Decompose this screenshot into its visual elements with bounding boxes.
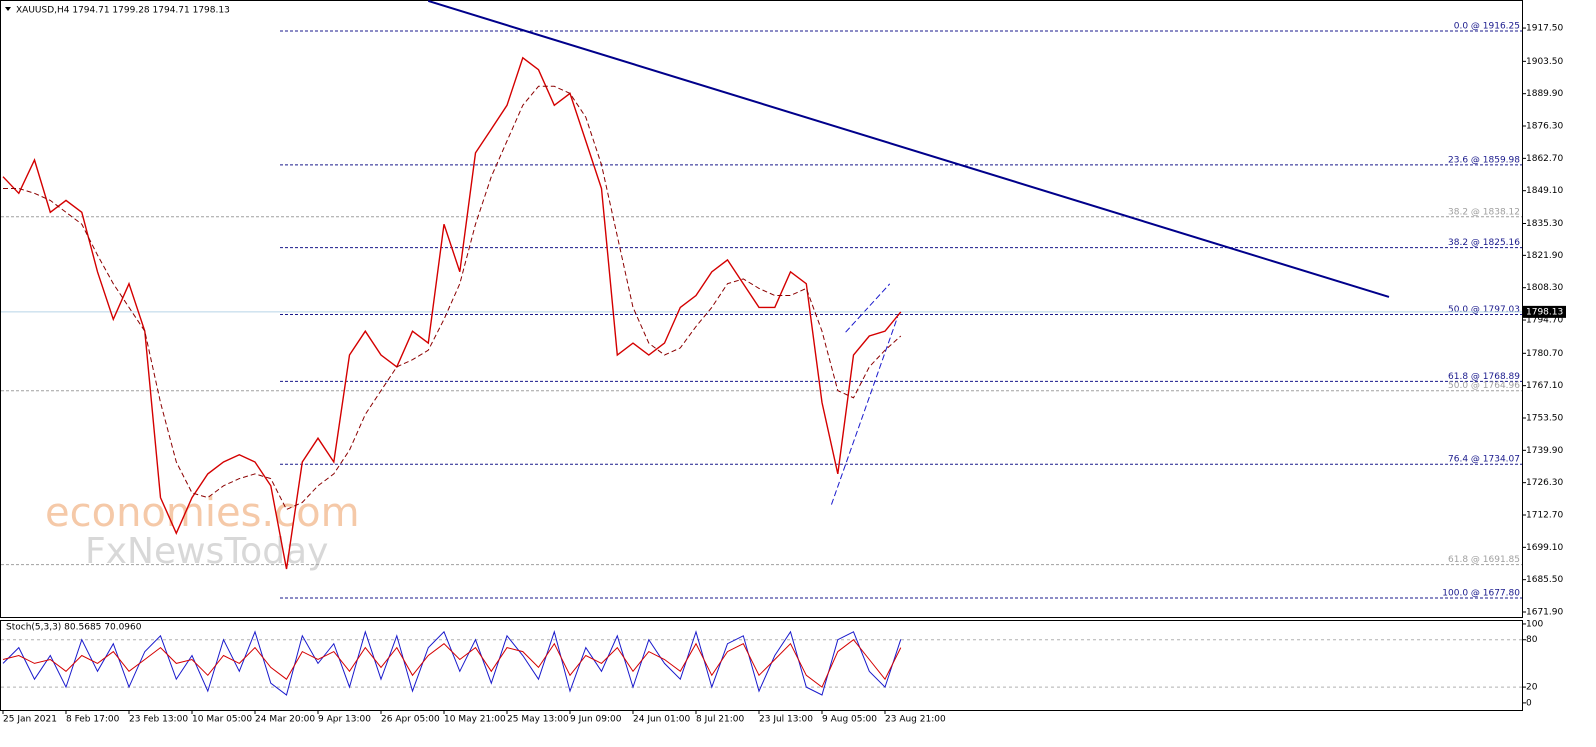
y-tick-label: 1685.50 xyxy=(1526,575,1563,585)
chart-title: XAUUSD,H4 1794.71 1799.28 1794.71 1798.1… xyxy=(16,6,230,16)
stoch-frame xyxy=(0,620,1523,711)
symbol-arrow xyxy=(5,7,11,11)
series-line xyxy=(2,630,902,696)
fib-label: 38.2 @ 1825.16 xyxy=(1448,238,1520,248)
y-tick-label: 1794.70 xyxy=(1526,316,1563,326)
x-tick-label: 9 Apr 13:00 xyxy=(318,715,371,725)
fib-label: 23.6 @ 1859.98 xyxy=(1448,155,1520,165)
current-price-box xyxy=(1522,305,1566,318)
watermark: economies.com xyxy=(45,490,360,536)
series-line xyxy=(2,56,902,570)
x-tick-label: 24 Jun 01:00 xyxy=(633,715,690,725)
y-tick-label: 1767.10 xyxy=(1526,381,1563,391)
x-tick-label: 25 May 13:00 xyxy=(507,715,569,725)
trendline xyxy=(845,283,891,333)
y-tick-label: 1739.90 xyxy=(1526,446,1563,456)
x-tick-label: 8 Jul 21:00 xyxy=(696,715,745,725)
y-tick-label: 1726.30 xyxy=(1526,478,1563,488)
y-tick-label: 1889.90 xyxy=(1526,89,1563,99)
fib-label: 61.8 @ 1768.89 xyxy=(1448,372,1520,382)
y-tick-label: 1699.10 xyxy=(1526,543,1563,553)
x-tick-label: 8 Feb 17:00 xyxy=(66,715,120,725)
y-tick-label: 1780.70 xyxy=(1526,349,1563,359)
y-tick-label: 80 xyxy=(1526,635,1538,645)
y-tick-label: 1835.30 xyxy=(1526,219,1563,229)
y-tick-label: 100 xyxy=(1526,619,1543,629)
watermark: FxNewsToday xyxy=(85,531,328,572)
x-tick-label: 26 Apr 05:00 xyxy=(381,715,440,725)
y-tick-label: 1917.50 xyxy=(1526,24,1563,34)
fib-label: 76.4 @ 1734.07 xyxy=(1448,455,1520,465)
x-tick-label: 9 Aug 05:00 xyxy=(822,715,877,725)
y-tick-label: 1712.70 xyxy=(1526,510,1563,520)
series-line xyxy=(2,639,902,688)
fib-label: 38.2 @ 1838.12 xyxy=(1448,207,1520,217)
trendline xyxy=(427,0,1390,298)
x-tick-label: 25 Jan 2021 xyxy=(3,715,57,725)
x-tick-label: 23 Feb 13:00 xyxy=(129,715,188,725)
fib-label: 100.0 @ 1677.80 xyxy=(1442,588,1520,598)
y-tick-label: 1808.30 xyxy=(1526,283,1563,293)
y-tick-label: 1876.30 xyxy=(1526,122,1563,132)
x-tick-label: 24 Mar 20:00 xyxy=(255,715,315,725)
trendline xyxy=(830,316,899,505)
x-tick-label: 10 May 21:00 xyxy=(444,715,506,725)
y-tick-label: 1903.50 xyxy=(1526,57,1563,67)
x-tick-label: 23 Aug 21:00 xyxy=(885,715,946,725)
current-price-label: 1798.13 xyxy=(1526,307,1563,317)
series-line xyxy=(3,85,902,511)
fib-label: 50.0 @ 1764.96 xyxy=(1448,381,1520,391)
y-tick-label: 1821.90 xyxy=(1526,251,1563,261)
x-tick-label: 10 Mar 05:00 xyxy=(192,715,252,725)
y-tick-label: 1849.10 xyxy=(1526,186,1563,196)
y-tick-label: 1671.90 xyxy=(1526,608,1563,618)
stoch-title: Stoch(5,3,3) 80.5685 70.0960 xyxy=(6,623,142,633)
y-tick-label: 1753.50 xyxy=(1526,413,1563,423)
x-tick-label: 9 Jun 09:00 xyxy=(570,715,622,725)
fib-label: 61.8 @ 1691.85 xyxy=(1448,555,1520,565)
y-tick-label: 20 xyxy=(1526,683,1538,693)
fib-label: 0.0 @ 1916.25 xyxy=(1454,22,1520,32)
x-tick-label: 23 Jul 13:00 xyxy=(759,715,813,725)
fib-label: 50.0 @ 1797.03 xyxy=(1448,305,1520,315)
y-tick-label: 1862.70 xyxy=(1526,154,1563,164)
y-tick-label: 0 xyxy=(1526,698,1532,708)
